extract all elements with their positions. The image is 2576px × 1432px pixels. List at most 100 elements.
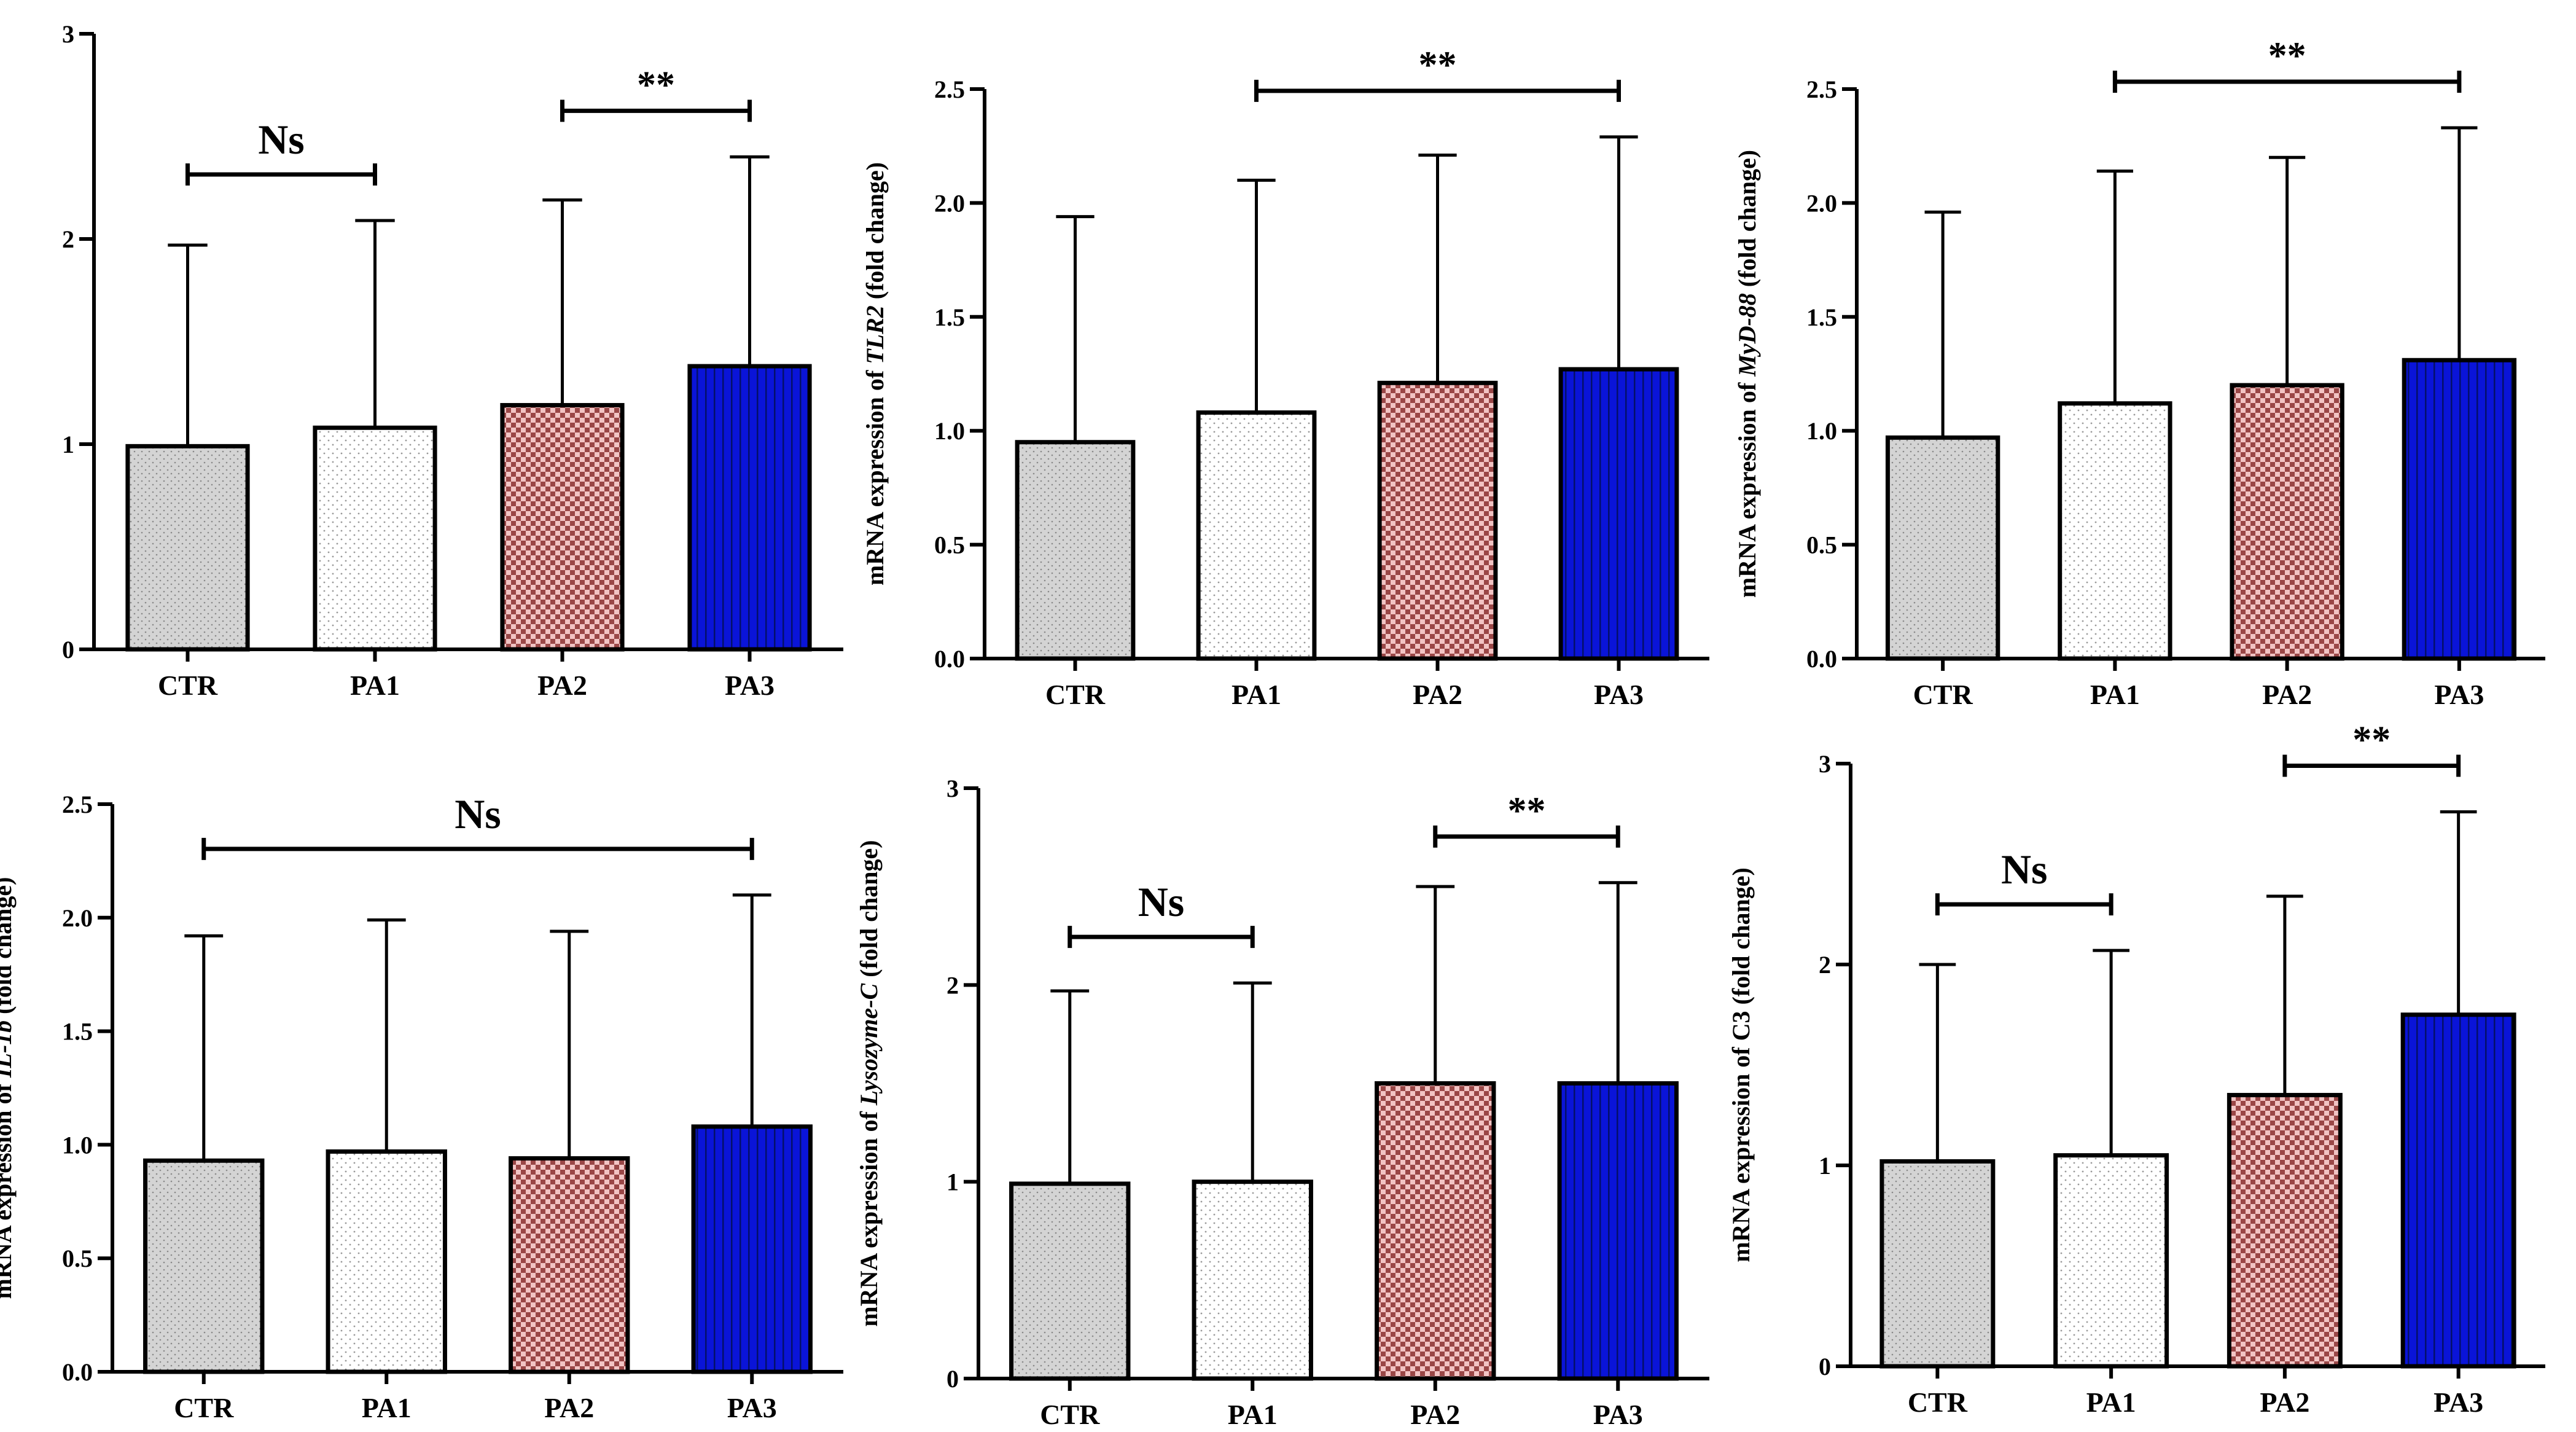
significance-bracket <box>201 837 754 860</box>
significance-bracket <box>1254 79 1621 102</box>
y-tick-label: 2.0 <box>62 904 93 932</box>
y-tick-label: 3 <box>62 20 74 48</box>
y-axis-label: mRNA expression of TLR2 (fold change) <box>861 162 889 585</box>
x-tick-label-pa3: PA3 <box>1594 679 1644 710</box>
x-tick-label-pa3: PA3 <box>727 1392 777 1423</box>
x-tick-label-pa1: PA1 <box>350 670 400 701</box>
significance-label: ** <box>2352 719 2391 761</box>
significance-label: ** <box>637 64 675 106</box>
error-bar-pa3 <box>1598 881 1637 1084</box>
y-axis-label-prefix: mRNA expression of <box>1727 1041 1755 1262</box>
bar-pa2 <box>500 403 625 652</box>
chart-panel-2: 0.0 0.5 1.0 1.5 2.0 2.5 CTR PA1 PA2 PA3 mRNA expre… <box>861 44 1709 710</box>
x-tick-label-pa2: PA2 <box>537 670 587 701</box>
y-tick-label: 3 <box>946 775 959 802</box>
bar-pa1 <box>1192 1180 1313 1381</box>
bar-ctr <box>1015 440 1136 661</box>
y-axis-label-prefix: mRNA expression of <box>0 1078 17 1299</box>
error-bar-ctr <box>1056 215 1095 442</box>
x-tick-label-pa2: PA2 <box>544 1392 594 1423</box>
error-bar-pa3 <box>1599 135 1638 370</box>
y-tick-label: 3 <box>1819 750 1831 778</box>
x-tick-label-pa2: PA2 <box>1410 1399 1460 1429</box>
bar-pa3 <box>1558 367 1679 661</box>
y-axis-label: mRNA expression of C3 (fold change) <box>1727 867 1755 1262</box>
x-tick-label-pa1: PA1 <box>2090 679 2140 710</box>
error-bar-ctr <box>184 934 224 1161</box>
x-tick-label-pa2: PA2 <box>2262 679 2312 710</box>
y-tick-label: 1.0 <box>1806 417 1837 445</box>
y-tick-label: 2.5 <box>62 791 93 818</box>
y-tick-label: 2.0 <box>934 189 965 217</box>
y-tick-label: 0.0 <box>62 1358 93 1386</box>
bar-pa1 <box>2053 1153 2169 1369</box>
significance-label: ** <box>1508 790 1546 832</box>
x-tick-label-pa1: PA1 <box>2086 1387 2136 1418</box>
chart-panel-5: 0 1 2 3 CTR PA1 PA2 PA3 mRNA expression of Lysoz… <box>855 775 1709 1430</box>
y-tick-label: 2.5 <box>934 76 965 103</box>
chart-panel-3: 0.0 0.5 1.0 1.5 2.0 2.5 CTR PA1 PA2 PA3 mRNA expre… <box>1733 35 2545 710</box>
bar-ctr <box>1879 1159 1996 1369</box>
y-axis-label-gene: MyD-88 <box>1733 293 1761 377</box>
error-bar-pa3 <box>2440 810 2477 1015</box>
error-bar-pa1 <box>367 918 406 1152</box>
bar-pa2 <box>2230 383 2344 661</box>
x-tick-label-ctr: CTR <box>1045 679 1106 710</box>
x-tick-label-pa2: PA2 <box>2260 1387 2309 1418</box>
error-bar-ctr <box>1924 210 1961 438</box>
y-axis-label: mRNA expression of Lysozyme-C (fold chan… <box>855 840 883 1326</box>
y-tick-label: 0.5 <box>934 531 965 559</box>
error-bar-pa2 <box>542 198 582 405</box>
y-axis-label-suffix: (fold change) <box>1733 150 1761 293</box>
y-tick-label: 1.5 <box>1806 303 1837 331</box>
bar-pa1 <box>2058 401 2172 661</box>
y-axis-label-suffix: (fold change) <box>0 877 17 1020</box>
significance-bracket <box>2112 71 2462 93</box>
bar-pa3 <box>691 1124 813 1374</box>
y-tick-label: 1.5 <box>934 303 965 331</box>
y-tick-label: 1 <box>62 431 74 458</box>
x-tick-label-pa3: PA3 <box>2434 1387 2483 1418</box>
significance-bracket <box>1433 825 1620 848</box>
x-tick-label-ctr: CTR <box>174 1392 234 1423</box>
x-tick-label-ctr: CTR <box>1040 1399 1100 1429</box>
error-bar-pa1 <box>355 219 395 428</box>
y-tick-label: 2 <box>62 225 74 253</box>
error-bar-pa2 <box>1418 154 1457 383</box>
error-bar-pa2 <box>1416 885 1455 1084</box>
error-bar-ctr <box>1919 963 1956 1162</box>
y-tick-label: 1.0 <box>934 417 965 445</box>
error-bar-ctr <box>1050 989 1090 1184</box>
y-tick-label: 1 <box>946 1168 959 1196</box>
error-bar-pa1 <box>1237 178 1276 413</box>
y-tick-label: 2 <box>946 971 959 999</box>
x-tick-label-pa1: PA1 <box>1228 1399 1278 1429</box>
x-tick-label-pa3: PA3 <box>1593 1399 1643 1429</box>
x-tick-label-pa1: PA1 <box>362 1392 412 1423</box>
y-tick-label: 1 <box>1819 1152 1831 1180</box>
bar-pa3 <box>687 364 812 652</box>
error-bar-pa3 <box>2441 126 2478 361</box>
error-bar-ctr <box>168 243 208 447</box>
y-tick-label: 2 <box>1819 951 1831 979</box>
significance-label: Ns <box>2001 846 2048 893</box>
y-axis-label-gene: TLR2 <box>861 305 889 364</box>
bar-pa2 <box>1377 380 1498 661</box>
y-axis-label-suffix: (fold change) <box>855 840 883 983</box>
error-bar-pa1 <box>2093 949 2129 1156</box>
significance-bracket <box>560 100 752 122</box>
bar-pa1 <box>326 1149 447 1374</box>
bar-pa1 <box>313 425 437 652</box>
y-tick-label: 0.5 <box>1806 531 1837 559</box>
x-tick-label-ctr: CTR <box>1908 1387 1968 1418</box>
significance-label: Ns <box>1138 878 1185 925</box>
bar-pa2 <box>509 1156 630 1374</box>
significance-bracket <box>1935 893 2113 916</box>
y-tick-label: 1.5 <box>62 1018 93 1046</box>
bar-pa3 <box>2400 1012 2516 1369</box>
y-tick-label: 2.5 <box>1806 76 1837 103</box>
y-axis-label-prefix: mRNA expression of <box>861 364 889 585</box>
